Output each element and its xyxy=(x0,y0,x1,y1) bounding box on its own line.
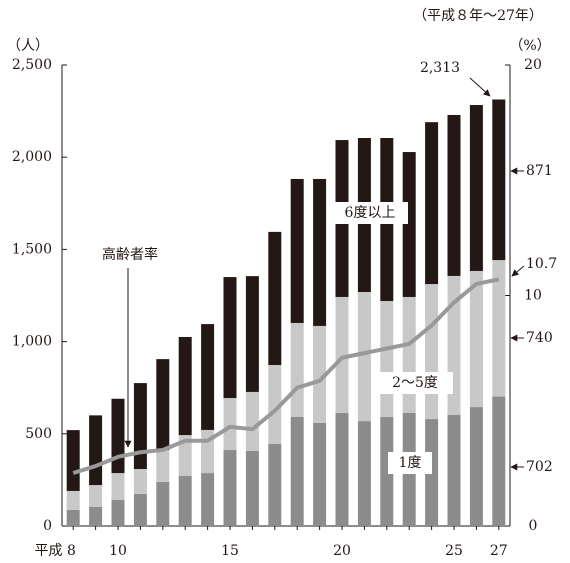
annotation: 740 xyxy=(526,330,553,346)
bar-segment xyxy=(89,485,103,508)
bar-segment xyxy=(402,296,416,413)
bar-segment xyxy=(245,276,259,392)
x-tick-label: 20 xyxy=(333,543,351,559)
bar-segment xyxy=(223,277,237,399)
x-tick-label: 25 xyxy=(445,543,463,559)
bar-segment xyxy=(492,396,506,526)
y-tick-label: 2,500 xyxy=(12,57,52,73)
x-tick-label: 27 xyxy=(490,543,508,559)
bar-segment xyxy=(89,507,103,526)
bar-segment xyxy=(357,421,371,526)
bar-segment xyxy=(313,422,327,526)
bar-segment xyxy=(290,417,304,526)
bar-segment xyxy=(402,152,416,297)
bar-segment xyxy=(469,407,483,526)
bar-segment xyxy=(223,398,237,451)
bar-segment xyxy=(357,291,371,422)
label-bg xyxy=(388,452,432,474)
y2-tick-label: 20 xyxy=(524,57,542,73)
bar-segment xyxy=(178,435,192,477)
bar-segment xyxy=(133,383,147,470)
y-tick-label: 2,000 xyxy=(12,149,52,165)
y2-unit: （%） xyxy=(509,38,550,54)
y2-tick-label: 0 xyxy=(529,518,538,534)
annotation: 2,313 xyxy=(420,60,460,76)
bar-segment xyxy=(268,365,282,444)
y2-tick-label: 10 xyxy=(524,288,542,304)
bar-segment xyxy=(133,493,147,526)
bar-segment xyxy=(268,231,282,366)
bar-segment xyxy=(425,284,439,420)
arrow xyxy=(511,265,525,277)
bar-segment xyxy=(156,359,170,451)
bar-segment xyxy=(111,473,125,500)
bar-segment xyxy=(268,443,282,526)
bar-segment xyxy=(133,469,147,494)
bar-segment xyxy=(447,414,461,526)
bar-segment xyxy=(245,450,259,526)
bar-segment xyxy=(492,99,506,261)
bar-segment xyxy=(201,473,215,526)
bar-segment xyxy=(313,178,327,326)
bar-segment xyxy=(313,325,327,423)
bar-segment xyxy=(469,105,483,271)
series-label: 6度以上 xyxy=(345,205,396,221)
label-bg xyxy=(377,372,453,394)
label-bg xyxy=(332,202,408,224)
bar-segment xyxy=(335,296,349,413)
bar-segment xyxy=(89,415,103,486)
bar-segment xyxy=(290,322,304,418)
bar-segment xyxy=(447,114,461,276)
bar-segment xyxy=(111,499,125,526)
y-tick-label: 1,000 xyxy=(12,334,52,350)
bar-segment xyxy=(380,417,394,526)
bar-segment xyxy=(156,450,170,482)
series-label: 高齢者率 xyxy=(102,246,158,263)
x-tick-label: 15 xyxy=(221,543,239,559)
annotation: 871 xyxy=(526,163,553,179)
bar-segment xyxy=(156,481,170,526)
bar-segment xyxy=(111,398,125,474)
y-tick-label: 0 xyxy=(43,518,52,534)
bar-segment xyxy=(380,301,394,418)
bar-segment xyxy=(223,450,237,526)
arrow xyxy=(469,77,491,97)
bar-segment xyxy=(201,324,215,430)
x-tick-label: 平成 8 xyxy=(35,543,76,559)
bar-segment xyxy=(66,490,80,510)
y-tick-label: 500 xyxy=(25,426,52,442)
rate-line xyxy=(72,277,500,475)
bar-segment xyxy=(335,412,349,526)
y-unit: （人） xyxy=(7,38,49,54)
series-label: 1度 xyxy=(399,455,422,471)
bar-segment xyxy=(245,391,259,451)
series-label: 2〜5度 xyxy=(392,375,438,391)
bar-segment xyxy=(178,336,192,436)
annotation: 10.7 xyxy=(526,256,557,272)
annotation: 702 xyxy=(526,459,553,475)
bar-segment xyxy=(492,260,506,397)
period-note: （平成８年〜27年） xyxy=(413,8,543,24)
y-tick-label: 1,500 xyxy=(12,241,52,257)
x-tick-label: 10 xyxy=(109,543,127,559)
bar-segment xyxy=(425,122,439,285)
bar-segment xyxy=(469,270,483,408)
bar-segment xyxy=(66,430,80,491)
bar-segment xyxy=(290,178,304,323)
bar-segment xyxy=(178,476,192,526)
bar-segment xyxy=(66,509,80,526)
